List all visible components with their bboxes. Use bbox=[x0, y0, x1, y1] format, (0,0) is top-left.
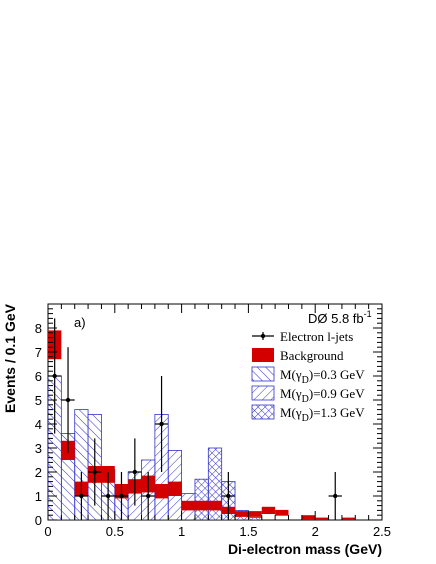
x-tick-label: 2 bbox=[312, 524, 319, 539]
data-point bbox=[159, 421, 164, 427]
experiment-label: DØ 5.8 fb-1 bbox=[308, 309, 372, 326]
data-point bbox=[119, 493, 124, 499]
y-tick-label: 8 bbox=[35, 321, 42, 336]
legend-label: Electron l-jets bbox=[280, 329, 353, 344]
legend-swatch-signal bbox=[251, 366, 275, 382]
legend-label: M(γD)=0.9 GeV bbox=[280, 386, 365, 405]
background-band bbox=[181, 500, 195, 511]
legend-label: M(γD)=1.3 GeV bbox=[280, 405, 365, 424]
y-tick-label: 4 bbox=[35, 417, 42, 432]
legend-label: Background bbox=[280, 348, 344, 363]
y-tick-label: 0 bbox=[35, 513, 42, 528]
data-point bbox=[333, 493, 338, 499]
y-tick-label: 6 bbox=[35, 369, 42, 384]
background-band bbox=[208, 500, 222, 511]
background-band bbox=[301, 515, 316, 520]
data-point bbox=[226, 493, 231, 499]
background-band bbox=[248, 511, 262, 517]
background-band bbox=[154, 484, 169, 499]
legend-item: Electron l-jets bbox=[252, 329, 353, 344]
y-axis-title: Events / 0.1 GeV bbox=[2, 303, 18, 413]
data-point bbox=[146, 493, 151, 499]
background-band bbox=[341, 517, 356, 520]
panel-label: a) bbox=[74, 315, 86, 330]
background-band bbox=[194, 500, 209, 511]
signal-bar bbox=[194, 478, 209, 520]
y-tick-label: 5 bbox=[35, 393, 42, 408]
background-band bbox=[261, 506, 276, 514]
y-tick-label: 7 bbox=[35, 345, 42, 360]
x-tick-label: 2.5 bbox=[373, 524, 391, 539]
data-point bbox=[132, 469, 138, 475]
axis-ticks bbox=[47, 303, 383, 521]
legend-label: M(γD)=0.3 GeV bbox=[280, 367, 365, 386]
x-tick-label: 1 bbox=[178, 524, 185, 539]
x-axis-title: Di-electron mass (GeV) bbox=[228, 541, 382, 557]
background-band bbox=[168, 481, 182, 496]
legend-swatch-marker bbox=[260, 333, 266, 339]
data-points-layer bbox=[48, 318, 342, 520]
data-point bbox=[79, 493, 84, 499]
legend-swatch-signal bbox=[251, 385, 275, 401]
tick-labels: 0 0.5 1 1.5 2 2.5 0 1 2 3 4 5 6 7 8 bbox=[35, 321, 391, 539]
legend-item: M(γD)=1.3 GeV bbox=[251, 404, 365, 424]
y-tick-label: 2 bbox=[35, 465, 42, 480]
y-tick-label: 1 bbox=[35, 489, 42, 504]
legend-swatch-signal bbox=[251, 404, 275, 420]
legend-item: M(γD)=0.3 GeV bbox=[251, 366, 365, 386]
x-tick-label: 1.5 bbox=[239, 524, 257, 539]
data-point bbox=[105, 493, 111, 499]
background-band bbox=[315, 517, 329, 520]
background-band bbox=[275, 509, 289, 516]
background-band bbox=[235, 511, 249, 517]
legend-item: Background bbox=[252, 348, 344, 363]
x-tick-label: 0 bbox=[44, 524, 51, 539]
data-point bbox=[92, 469, 97, 475]
x-tick-label: 0.5 bbox=[106, 524, 124, 539]
signal-bar bbox=[247, 517, 263, 520]
legend-swatch-background bbox=[252, 348, 274, 362]
data-point bbox=[65, 397, 71, 403]
legend-item: M(γD)=0.9 GeV bbox=[251, 385, 365, 405]
y-tick-label: 3 bbox=[35, 441, 42, 456]
